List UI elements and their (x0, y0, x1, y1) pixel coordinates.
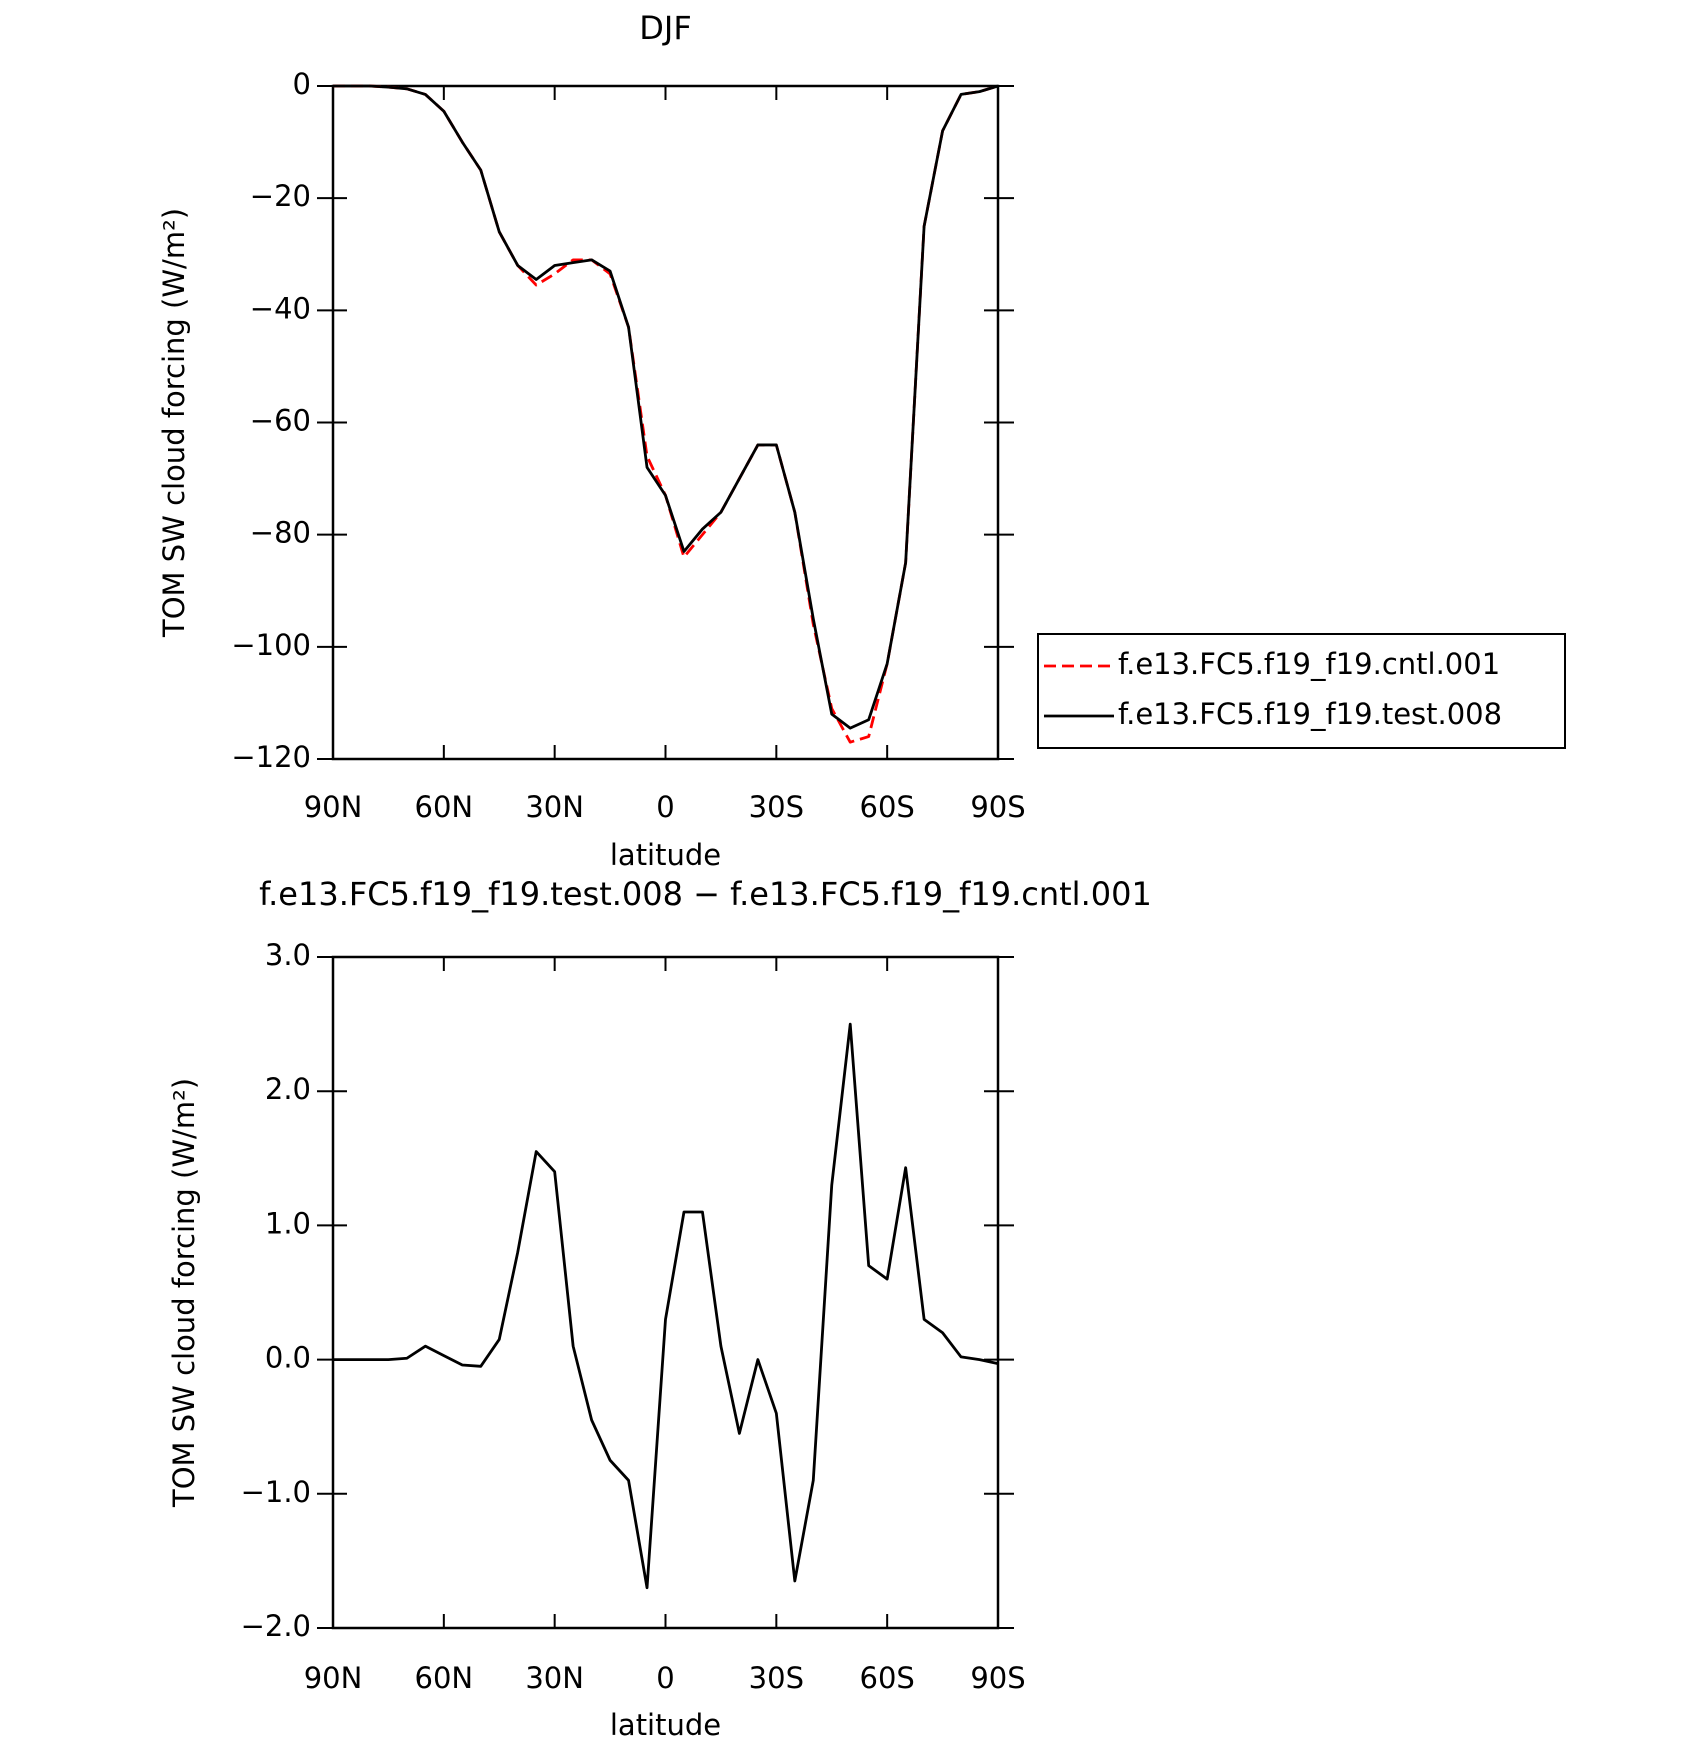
x-tick-label: 0 (656, 790, 674, 824)
y-tick-label: 1.0 (265, 1206, 311, 1240)
x-tick-label: 30S (749, 790, 804, 824)
y-tick-label: −100 (231, 628, 311, 662)
x-tick-label: 90S (970, 790, 1025, 824)
x-axis-label: latitude (610, 1708, 721, 1741)
y-tick-label: −2.0 (241, 1609, 311, 1643)
legend-box (1037, 633, 1566, 749)
y-tick-label: −120 (231, 740, 311, 774)
x-tick-label: 30N (525, 1661, 584, 1695)
plot-frame (331, 955, 1000, 1630)
y-tick-label: 2.0 (265, 1072, 311, 1106)
plot-frame (331, 84, 1000, 761)
x-tick-label: 60N (415, 1661, 474, 1695)
y-tick-label: −1.0 (241, 1475, 311, 1509)
y-tick-label: −40 (250, 291, 311, 325)
x-tick-label: 90S (970, 1661, 1025, 1695)
y-tick-label: −20 (250, 179, 311, 213)
y-tick-label: 0.0 (265, 1341, 311, 1375)
data-line (333, 1022, 999, 1590)
data-line (333, 84, 999, 744)
y-tick-label: −60 (250, 404, 311, 438)
x-tick-label: 90N (304, 1661, 363, 1695)
x-tick-label: 30N (525, 790, 584, 824)
y-axis-label: TOM SW cloud forcing (W/m²) (157, 208, 191, 638)
x-tick-label: 90N (304, 790, 363, 824)
x-tick-label: 60N (415, 790, 474, 824)
x-tick-label: 30S (749, 1661, 804, 1695)
x-axis-label: latitude (610, 838, 721, 872)
x-tick-label: 60S (860, 1661, 915, 1695)
legend-label: f.e13.FC5.f19_f19.cntl.001 (1118, 647, 1500, 681)
legend-label: f.e13.FC5.f19_f19.test.008 (1118, 697, 1502, 731)
y-tick-label: 3.0 (265, 938, 311, 972)
x-tick-label: 60S (860, 790, 915, 824)
data-line (333, 84, 999, 730)
chart-title: f.e13.FC5.f19_f19.test.008 − f.e13.FC5.f… (259, 875, 1152, 913)
chart-title: DJF (639, 9, 691, 47)
x-tick-label: 0 (656, 1661, 674, 1695)
y-tick-label: 0 (293, 67, 311, 101)
y-tick-label: −80 (250, 516, 311, 550)
y-axis-label: TOM SW cloud forcing (W/m²) (167, 1078, 201, 1508)
